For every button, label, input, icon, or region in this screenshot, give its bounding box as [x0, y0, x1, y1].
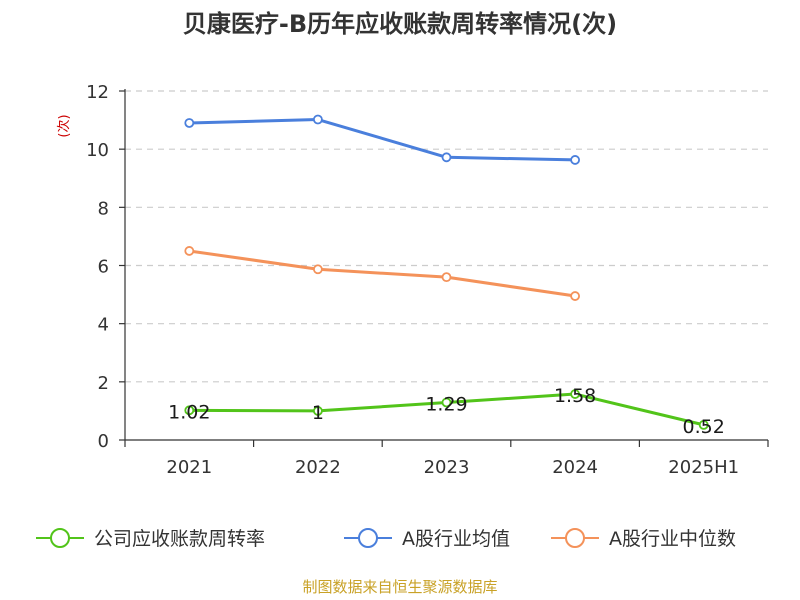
- data-point: [184, 405, 195, 416]
- x-tick-label: 2021: [166, 457, 212, 478]
- x-tick-label: 2023: [424, 457, 470, 478]
- legend-label: A股行业均值: [402, 528, 510, 550]
- y-tick-label: 12: [86, 82, 109, 103]
- y-tick-label: 4: [98, 315, 109, 336]
- legend-label: 公司应收账款周转率: [94, 528, 265, 550]
- data-point: [441, 272, 452, 283]
- axes: 0 2 4 6 8 10 12 2021 2022 2023 2024 2025H1: [86, 82, 769, 478]
- data-labels: 1.02 1 1.29 1.58 0.52: [168, 385, 725, 438]
- data-point: [184, 118, 195, 128]
- chart-title: 贝康医疗-B历年应收账款周转率情况(次): [183, 10, 617, 38]
- y-tick-label: 2: [98, 373, 109, 394]
- legend-marker: [565, 528, 585, 548]
- y-tick-label: 0: [98, 431, 109, 452]
- data-label: 0.52: [683, 416, 725, 438]
- data-point: [441, 397, 452, 408]
- series-line: [189, 249, 576, 298]
- data-point: [184, 246, 195, 256]
- data-point: [570, 291, 580, 301]
- data-label: 1.02: [168, 401, 210, 423]
- data-point: [570, 389, 580, 399]
- data-label: 1.29: [425, 393, 467, 415]
- source-note: 制图数据来自恒生聚源数据库: [302, 578, 497, 596]
- y-axis-unit-label: (次): [56, 114, 72, 137]
- y-tick-label: 10: [86, 140, 109, 161]
- data-point: [312, 114, 323, 125]
- legend: 公司应收账款周转率 A股行业均值 A股行业中位数: [36, 528, 736, 550]
- series-line: [189, 118, 576, 162]
- y-tick-label: 8: [98, 198, 109, 219]
- x-tick-label: 2022: [295, 457, 341, 478]
- data-point: [312, 406, 323, 416]
- gridlines: [125, 90, 768, 383]
- data-label: 1: [312, 402, 324, 424]
- data-point: [698, 419, 709, 430]
- data-label: 1.58: [554, 385, 596, 407]
- y-tick-label: 6: [98, 257, 109, 278]
- legend-marker: [50, 528, 70, 548]
- x-tick-label: 2025H1: [668, 457, 739, 478]
- data-point: [570, 155, 580, 165]
- legend-marker: [358, 528, 378, 548]
- data-point: [441, 152, 452, 163]
- legend-label: A股行业中位数: [609, 528, 736, 550]
- data-point: [312, 264, 323, 275]
- x-tick-label: 2024: [552, 457, 598, 478]
- series-lines: [184, 114, 709, 430]
